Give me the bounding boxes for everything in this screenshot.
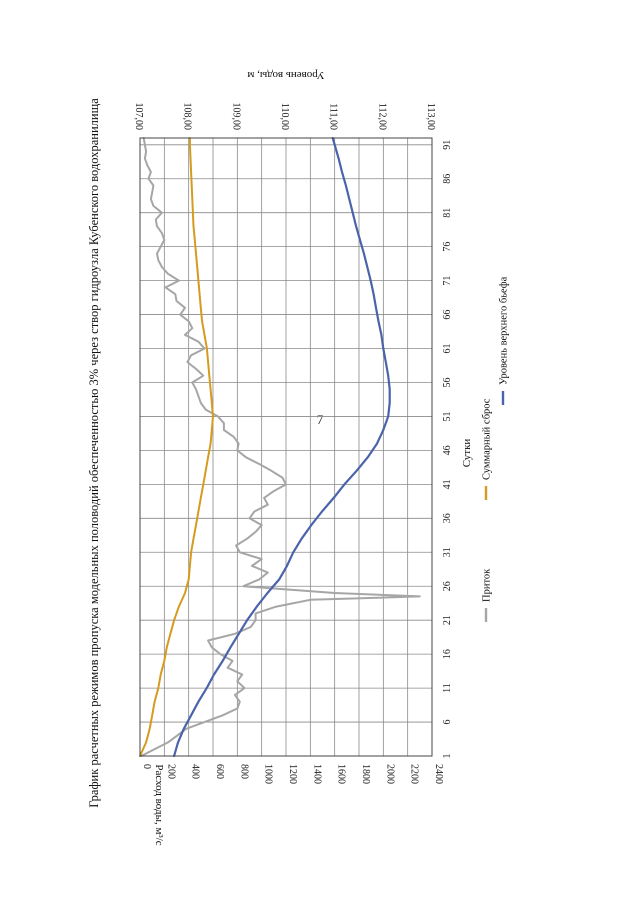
y2-tick-label: 107,00 xyxy=(133,103,144,131)
x-tick-label: 51 xyxy=(442,411,453,421)
y2-axis-title: Уровень воды, м xyxy=(247,69,324,81)
y2-tick-label: 108,00 xyxy=(182,103,193,131)
legend-label: Уровень верхнего бьефа xyxy=(499,276,510,385)
y-tick-label: 1000 xyxy=(263,764,274,784)
x-tick-label: 71 xyxy=(442,276,453,286)
x-tick-label: 36 xyxy=(442,513,453,523)
y-tick-label: 800 xyxy=(238,764,249,779)
y-axis-title: Расход воды, м³/с xyxy=(153,764,165,845)
x-tick-label: 6 xyxy=(442,720,453,725)
y-tick-label: 2200 xyxy=(409,764,420,784)
y2-tick-label: 111,00 xyxy=(328,103,339,130)
y-tick-label: 200 xyxy=(165,764,176,779)
x-tick-label: 41 xyxy=(442,479,453,489)
y2-tick-label: 110,00 xyxy=(279,103,290,130)
series-line xyxy=(139,137,214,757)
y-tick-label: 2400 xyxy=(433,764,444,784)
x-tick-label: 66 xyxy=(442,310,453,320)
x-tick-label: 56 xyxy=(442,377,453,387)
x-tick-label: 31 xyxy=(442,547,453,557)
x-tick-label: 46 xyxy=(442,445,453,455)
y-tick-label: 1800 xyxy=(360,764,371,784)
series-lines xyxy=(139,136,421,758)
y-tick-label: 1200 xyxy=(287,764,298,784)
x-tick-label: 76 xyxy=(442,242,453,252)
chart-title: График расчетных режимов пропуска модель… xyxy=(87,98,101,808)
y-tick-label: 1400 xyxy=(311,764,322,784)
y2-tick-label: 113,00 xyxy=(425,103,436,130)
x-tick-label: 16 xyxy=(442,649,453,659)
page-number: 7 xyxy=(316,412,324,427)
x-tick-label: 61 xyxy=(442,344,453,354)
legend-label: Приток xyxy=(482,568,493,602)
y-tick-label: 2000 xyxy=(384,764,395,784)
x-tick-label: 91 xyxy=(442,140,453,150)
x-tick-label: 11 xyxy=(442,683,453,693)
y-tick-label: 0 xyxy=(141,764,152,769)
grid xyxy=(139,137,433,757)
tick-labels: 0 200 400 600 800 1000 1200 1400 1600 1800 2000 220… xyxy=(133,103,453,785)
y2-tick-label: 109,00 xyxy=(230,103,241,131)
y2-tick-label: 112,00 xyxy=(376,103,387,130)
y-tick-label: 600 xyxy=(214,764,225,779)
x-axis-title: Сутки xyxy=(461,439,473,468)
series-line xyxy=(173,136,391,758)
legend-label: Суммарный сброс xyxy=(482,398,493,480)
y-tick-label: 1600 xyxy=(336,764,347,784)
x-tick-label: 86 xyxy=(442,174,453,184)
legend: Приток Суммарный сброс Уровень верхнего бь… xyxy=(482,276,510,622)
x-tick-label: 26 xyxy=(442,581,453,591)
x-tick-label: 21 xyxy=(442,615,453,625)
x-tick-label: 1 xyxy=(442,754,453,759)
x-tick-label: 81 xyxy=(442,208,453,218)
y-tick-label: 400 xyxy=(190,764,201,779)
plot-frame xyxy=(139,137,433,757)
plot-border xyxy=(139,137,433,757)
series-line xyxy=(140,137,421,757)
